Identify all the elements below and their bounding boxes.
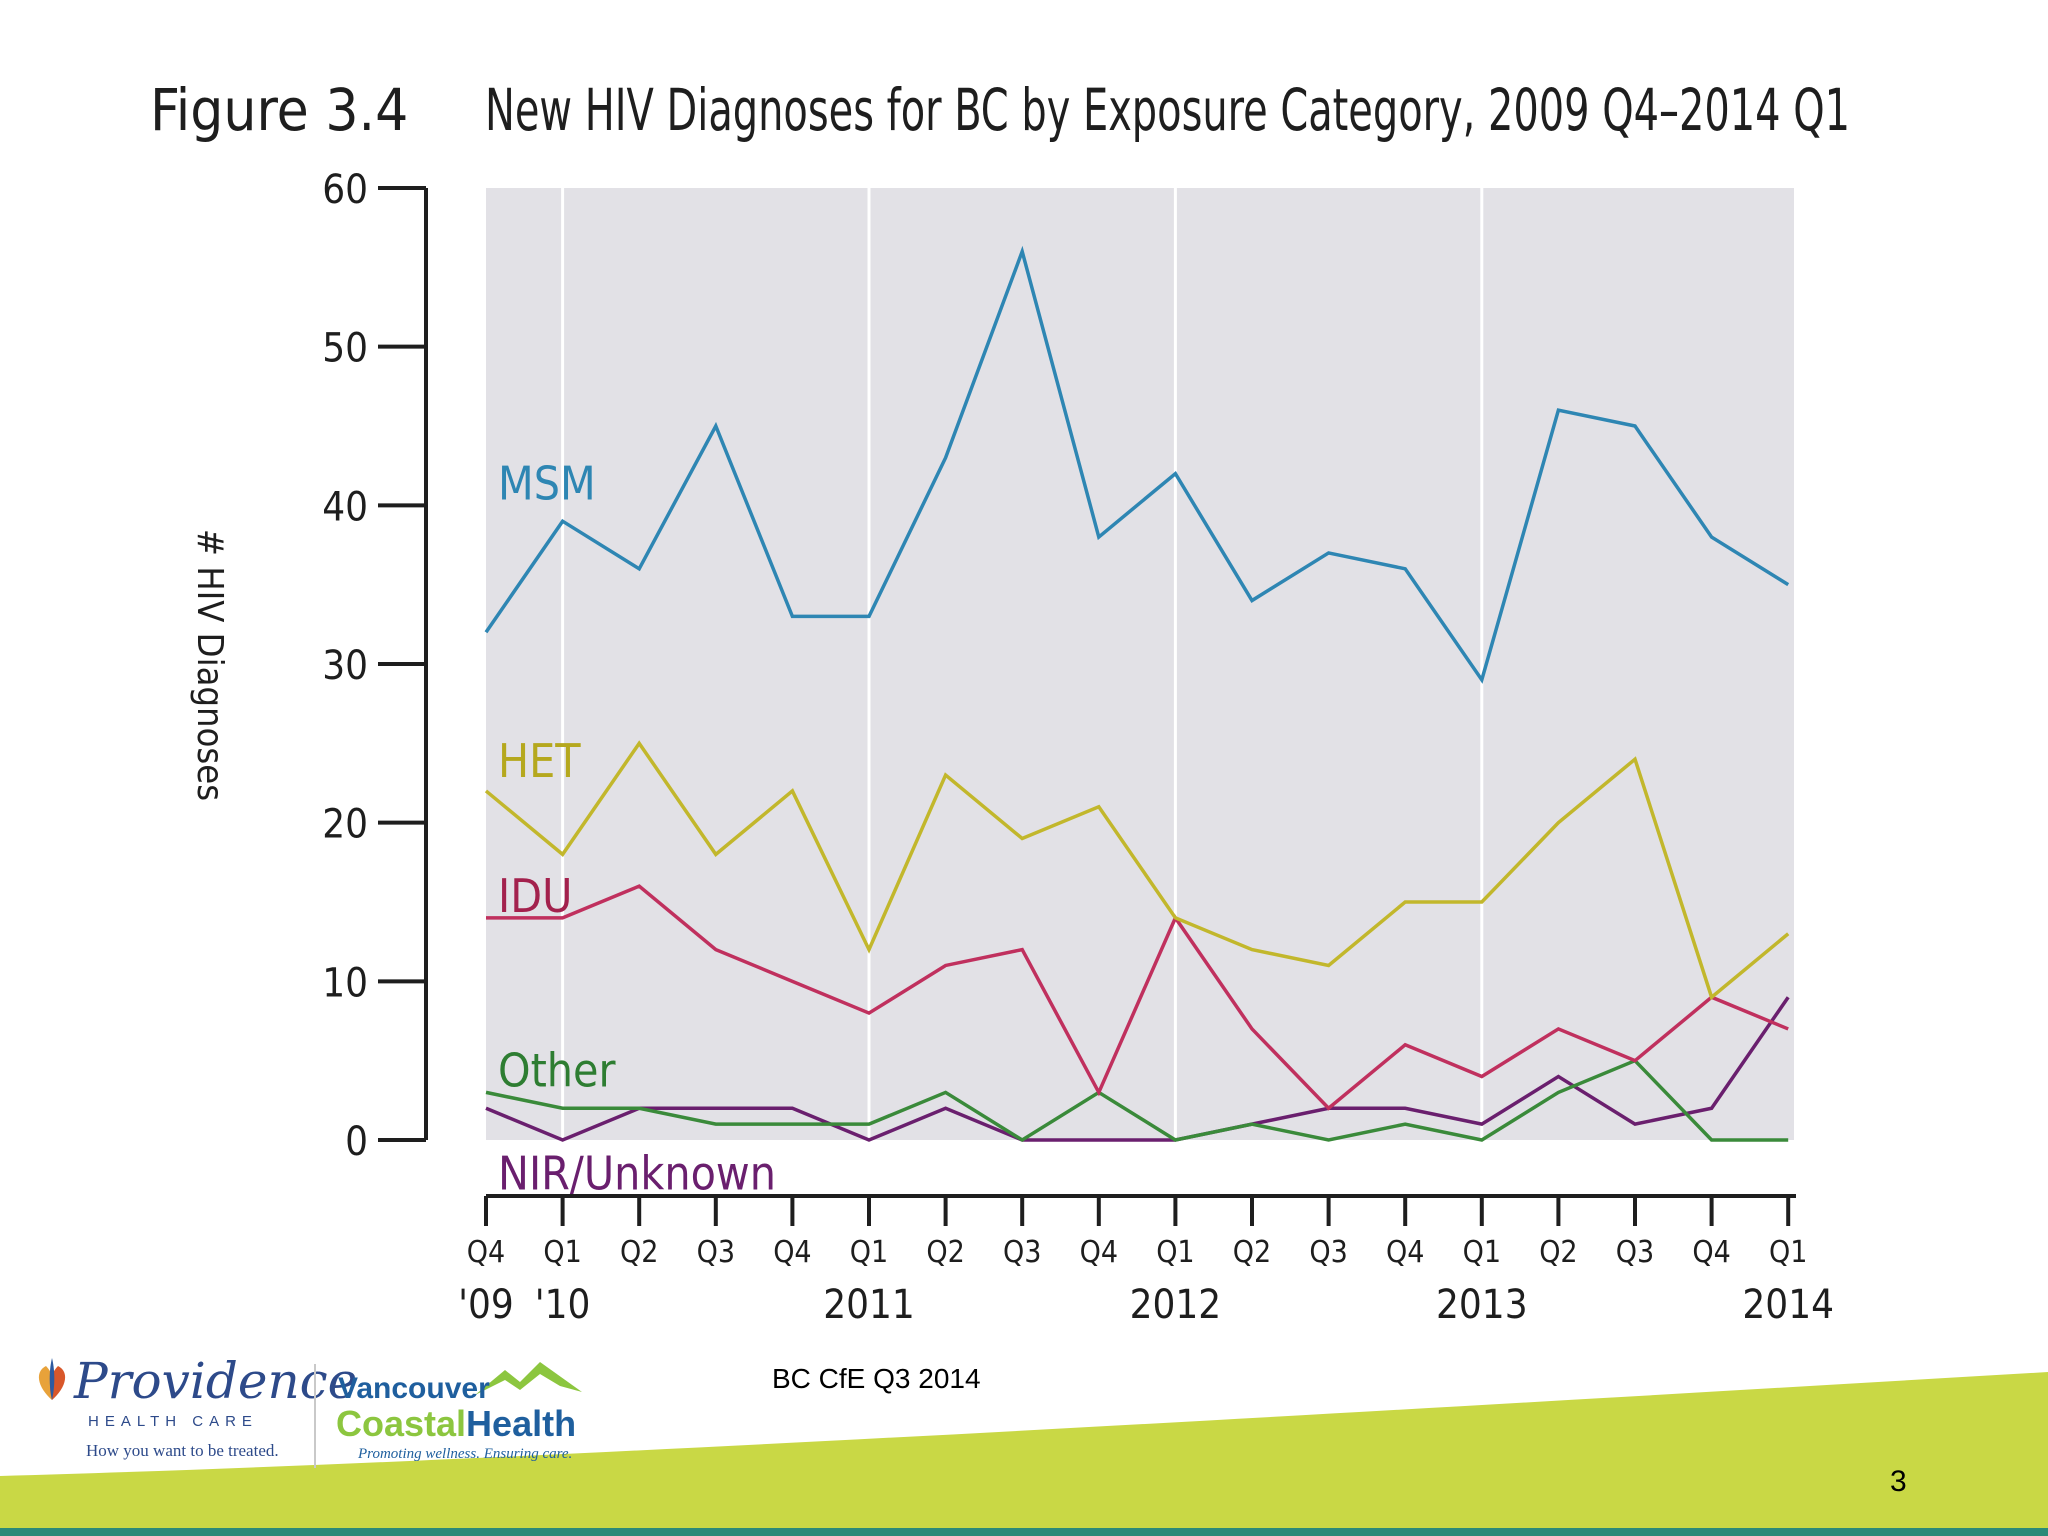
x-tick-label: Q1 <box>543 1235 581 1270</box>
series-line-msm <box>484 245 1790 684</box>
series-label-nir-unknown: NIR/Unknown <box>498 1147 776 1201</box>
x-tick-label: Q3 <box>1616 1235 1654 1270</box>
series-label-idu: IDU <box>498 869 572 923</box>
vch-logo: Vancouver CoastalHealth Promoting wellne… <box>336 1362 582 1462</box>
vch-line2: CoastalHealth <box>336 1403 576 1444</box>
gridlines <box>561 188 1484 1140</box>
y-tick-label: 20 <box>322 802 368 848</box>
y-ticks: 0 10 20 30 40 50 60 <box>322 167 426 1165</box>
x-tick-label: Q4 <box>467 1235 505 1270</box>
x-tick-label: Q1 <box>1769 1235 1807 1270</box>
y-axis-label: # HIV Diagnoses <box>189 529 230 801</box>
y-tick-label: 50 <box>322 326 368 372</box>
x-tick-label: Q2 <box>926 1235 964 1270</box>
x-tick-label: Q2 <box>1233 1235 1271 1270</box>
y-tick-label: 30 <box>322 643 368 689</box>
x-year-label: '10 <box>535 1282 591 1328</box>
series-line-idu <box>486 884 1789 1111</box>
chart-title: New HIV Diagnoses for BC by Exposure Cat… <box>485 76 1850 144</box>
x-year-label: 2012 <box>1130 1282 1222 1328</box>
series-label-het: HET <box>498 734 581 788</box>
x-tick-label: Q1 <box>850 1235 888 1270</box>
x-tick-label: Q1 <box>1463 1235 1501 1270</box>
x-tick-label: Q4 <box>1692 1235 1730 1270</box>
y-tick-label: 60 <box>322 167 368 213</box>
page-number: 3 <box>1890 1465 1907 1498</box>
x-tick-label: Q4 <box>1080 1235 1118 1270</box>
x-ticks: Q4 Q1 Q2 Q3 Q4 Q1 Q2 Q3 Q4 Q1 Q2 Q3 Q4 Q1 Q2 Q3 Q4 Q1 '09 '… <box>458 1196 1834 1328</box>
x-tick-label: Q1 <box>1156 1235 1194 1270</box>
providence-logo: Providence HEALTH CARE How you want to b… <box>38 1352 357 1460</box>
x-year-label: 2014 <box>1742 1282 1834 1328</box>
series-label-msm: MSM <box>498 457 596 511</box>
vch-line2a: Coastal <box>336 1403 466 1444</box>
figure-number: Figure 3.4 <box>150 76 408 144</box>
y-tick-label: 10 <box>322 960 368 1006</box>
x-tick-label: Q3 <box>1003 1235 1041 1270</box>
footer-band <box>0 1372 2048 1528</box>
x-tick-label: Q4 <box>773 1235 811 1270</box>
providence-subtitle: HEALTH CARE <box>88 1413 258 1430</box>
x-tick-label: Q2 <box>1539 1235 1577 1270</box>
x-tick-label: Q3 <box>697 1235 735 1270</box>
x-tick-label: Q3 <box>1309 1235 1347 1270</box>
vch-line2b: Health <box>466 1403 576 1444</box>
y-tick-label: 40 <box>322 484 368 530</box>
providence-name: Providence <box>73 1352 357 1410</box>
x-tick-label: Q4 <box>1386 1235 1424 1270</box>
series-label-other: Other <box>498 1044 616 1098</box>
vch-line1: Vancouver <box>338 1372 490 1405</box>
y-tick-label: 0 <box>345 1119 368 1165</box>
series-line-het <box>484 740 1790 1001</box>
x-year-label: 2011 <box>823 1282 915 1328</box>
series-line-other <box>485 1058 1789 1143</box>
source-note: BC CfE Q3 2014 <box>772 1363 981 1394</box>
vch-mountain-icon <box>475 1362 582 1395</box>
x-tick-label: Q2 <box>620 1235 658 1270</box>
x-year-label: 2013 <box>1436 1282 1528 1328</box>
providence-flower-icon <box>38 1358 66 1400</box>
series-line-nir-unknown <box>485 996 1790 1142</box>
series-lines <box>484 245 1790 1143</box>
providence-tagline: How you want to be treated. <box>86 1441 279 1460</box>
plot-background <box>486 188 1794 1140</box>
series-labels: MSM HET IDU Other NIR/Unknown <box>498 457 776 1201</box>
x-year-label: '09 <box>458 1282 514 1328</box>
vch-tagline: Promoting wellness. Ensuring care. <box>357 1446 572 1462</box>
